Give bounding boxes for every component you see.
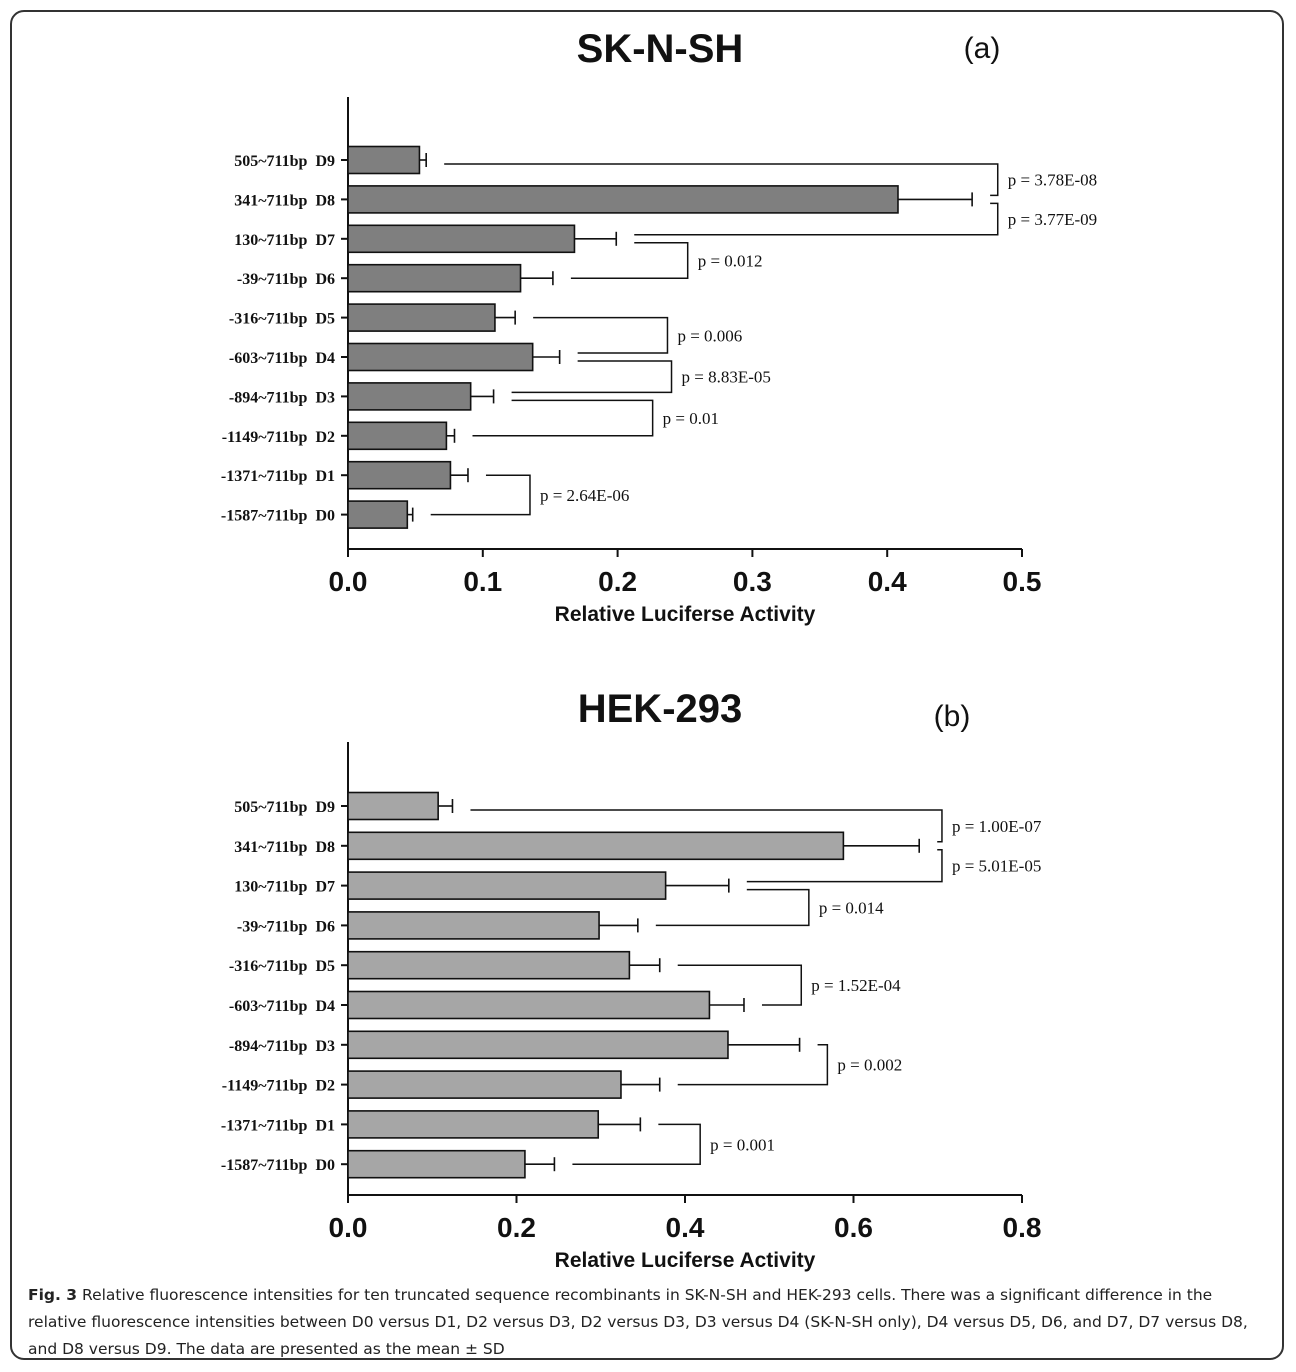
p-value-label: p = 0.01 [663,409,719,428]
bar [347,1110,600,1139]
x-tick-label: 0.2 [598,566,637,597]
category-label: -1587~711bp D0 [221,508,335,525]
category-label: -1149~711bp D2 [222,429,335,446]
significance-bracket [572,1123,701,1165]
p-value-label: p = 0.001 [710,1135,775,1154]
category-label: -894~711bp D3 [229,1038,335,1055]
bar [347,791,439,821]
p-value-label: p = 0.012 [698,252,763,271]
significance-bracket [746,849,943,883]
x-axis-title: Relative Luciferse Activity [555,603,816,626]
bar [347,460,452,490]
p-value-label: p = 1.00E-07 [952,817,1042,836]
significance-bracket [655,888,810,927]
p-value-label: p = 5.01E-05 [952,857,1041,876]
bar [347,303,496,332]
category-label: -1587~711bp D0 [221,1157,335,1174]
significance-bracket [533,316,669,354]
bar [347,263,522,293]
chart-title: HEK-293 [578,687,743,731]
x-tick-label: 0.0 [329,566,368,597]
bar [347,500,409,529]
category-label: 341~711bp D8 [234,839,335,856]
p-value-label: p = 1.52E-04 [811,976,901,995]
significance-bracket [511,360,673,394]
significance-bracket [634,202,999,236]
category-label: -316~711bp D5 [229,958,335,975]
p-value-label: p = 8.83E-05 [682,368,771,387]
x-tick-label: 0.3 [733,566,772,597]
chart-hek-293: HEK-293 (b) 0.0 0.2 0.4 0.6 0.8 Relative Lucife… [221,687,1042,1272]
category-label: -1371~711bp D1 [221,468,335,485]
panel-label: (a) [964,32,1001,65]
bar [347,911,600,940]
panel-label: (b) [934,700,971,733]
bar [347,831,845,861]
chart-title: SK-N-SH [577,27,744,71]
p-value-label: p = 3.78E-08 [1008,171,1097,190]
category-label: 505~711bp D9 [234,153,335,170]
category-label: 505~711bp D9 [234,799,335,816]
significance-bracket [444,163,999,197]
category-label: -603~711bp D4 [229,998,335,1015]
x-tick-label: 0.2 [497,1212,536,1243]
significance-bracket [470,809,943,843]
x-axis-title: Relative Luciferse Activity [555,1249,816,1272]
bar [347,185,899,214]
p-value-label: p = 3.77E-09 [1008,210,1097,229]
bar [347,342,534,372]
chart-panel-a: SK-N-SH (a) 0.0 0.1 0.2 0.3 0.4 0.5 Relative Luc… [12,12,1282,672]
category-label: -1371~711bp D1 [221,1117,335,1134]
p-value-label: p = 2.64E-06 [540,486,629,505]
significance-bracket [677,1044,829,1086]
category-label: -1149~711bp D2 [222,1078,335,1095]
bar [347,1030,729,1060]
bar [347,224,576,254]
x-tick-label: 0.0 [329,1212,368,1243]
category-label: -39~711bp D6 [237,271,335,288]
bar [347,1070,622,1099]
significance-bracket [472,399,654,437]
x-tick-label: 0.8 [1003,1212,1042,1243]
figure-frame: SK-N-SH (a) 0.0 0.1 0.2 0.3 0.4 0.5 Relative Luc… [10,10,1284,1360]
x-tick-label: 0.5 [1003,566,1042,597]
x-tick-label: 0.4 [666,1212,705,1243]
x-tick-label: 0.4 [868,566,907,597]
category-label: -39~711bp D6 [237,918,335,935]
category-label: -603~711bp D4 [229,350,335,367]
caption-text: Relative fluorescence intensities for te… [28,1286,1248,1358]
x-tick-label: 0.1 [463,566,502,597]
chart-skn-sh: SK-N-SH (a) 0.0 0.1 0.2 0.3 0.4 0.5 Relative Luc… [221,27,1097,626]
category-label: 130~711bp D7 [234,232,335,249]
category-label: 130~711bp D7 [234,879,335,896]
p-value-label: p = 0.006 [677,326,742,345]
bar [347,871,667,900]
bar [347,1149,526,1179]
category-label: -316~711bp D5 [229,311,335,328]
bar [347,990,711,1020]
category-label: -894~711bp D3 [229,389,335,406]
significance-bracket [677,964,803,1006]
p-value-label: p = 0.014 [819,899,884,918]
bar [347,145,421,175]
significance-bracket [570,242,689,279]
bar [347,382,472,411]
caption-label: Fig. 3 [28,1286,78,1304]
p-value-label: p = 0.002 [837,1056,902,1075]
chart-panel-b: HEK-293 (b) 0.0 0.2 0.4 0.6 0.8 Relative Lucife… [12,676,1282,1296]
figure-caption: Fig. 3 Relative fluorescence intensities… [28,1282,1268,1363]
bar [347,950,631,980]
category-label: 341~711bp D8 [234,192,335,209]
significance-bracket [430,474,531,516]
bar [347,421,448,451]
x-tick-label: 0.6 [834,1212,873,1243]
